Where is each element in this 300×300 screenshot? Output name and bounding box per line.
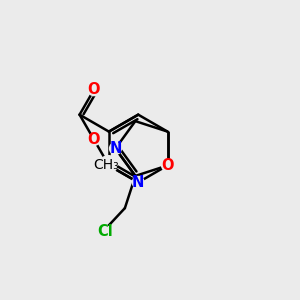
Circle shape xyxy=(110,142,121,154)
Text: CH₃: CH₃ xyxy=(93,158,119,172)
Text: N: N xyxy=(109,141,122,156)
Circle shape xyxy=(88,84,100,96)
Text: O: O xyxy=(88,132,100,147)
Circle shape xyxy=(96,224,110,239)
Text: O: O xyxy=(88,82,100,97)
Circle shape xyxy=(100,156,117,173)
Circle shape xyxy=(162,160,173,171)
Text: O: O xyxy=(161,158,174,173)
Circle shape xyxy=(132,176,144,188)
Text: Cl: Cl xyxy=(98,224,113,239)
Text: N: N xyxy=(132,175,144,190)
Circle shape xyxy=(88,134,100,146)
